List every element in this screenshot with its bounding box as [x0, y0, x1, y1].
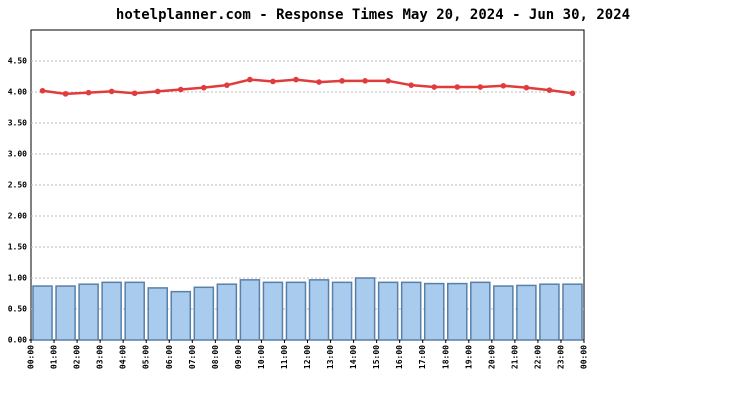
x-tick-label: 19:00 [464, 345, 473, 369]
bar [170, 290, 192, 341]
bar [147, 287, 168, 341]
x-tick-label: 20:00 [487, 345, 496, 369]
line-point [408, 82, 414, 88]
x-tick-label: 18:00 [441, 345, 450, 369]
bar [55, 285, 76, 341]
bar [331, 281, 353, 341]
bar [470, 281, 491, 341]
bar [447, 282, 468, 341]
line-point [569, 90, 576, 97]
bar [562, 283, 583, 341]
y-tick-label: 2.50 [8, 181, 27, 190]
bar [32, 285, 53, 341]
bar [377, 281, 399, 341]
y-tick-label: 4.00 [8, 88, 27, 97]
bar [354, 277, 376, 341]
line-point [362, 78, 368, 84]
bar [539, 283, 560, 341]
x-tick-label: 04:00 [119, 345, 128, 369]
x-tick-label: 23:00 [556, 345, 565, 369]
x-tick-label: 02:00 [73, 345, 82, 369]
line-point [316, 79, 322, 85]
bar [262, 281, 284, 341]
y-tick-label: 3.50 [8, 119, 27, 128]
line-point [108, 88, 115, 95]
x-tick-label: 06:00 [165, 345, 174, 369]
bar [193, 286, 215, 341]
line-point [177, 86, 184, 93]
x-tick-label: 09:00 [234, 345, 243, 369]
line-point [62, 91, 69, 97]
line-point [339, 78, 345, 84]
x-tick-label: 05:00 [142, 345, 151, 369]
bar [285, 281, 307, 341]
x-tick-label: 00:00 [580, 345, 589, 369]
y-tick-label: 2.00 [8, 212, 27, 221]
line-point [201, 84, 207, 91]
y-tick-label: 0.00 [8, 336, 27, 345]
bar [239, 279, 261, 341]
y-tick-label: 4.50 [8, 57, 27, 66]
bar [400, 281, 422, 341]
x-tick-label: 03:00 [96, 345, 105, 369]
bar [493, 285, 514, 341]
x-tick-label: 14:00 [349, 345, 358, 369]
line-point [431, 84, 438, 90]
line-point [546, 87, 553, 93]
x-tick-label: 08:00 [211, 345, 220, 369]
line-point [293, 76, 299, 83]
line-point [39, 87, 46, 94]
y-tick-label: 1.50 [8, 243, 27, 252]
x-tick-label: 13:00 [326, 345, 335, 369]
x-tick-label: 16:00 [395, 345, 404, 369]
line-point [247, 76, 253, 83]
x-tick-label: 22:00 [533, 345, 542, 369]
y-tick-label: 0.50 [8, 305, 27, 314]
y-tick-label: 3.00 [8, 150, 27, 159]
line-point [454, 84, 461, 90]
line-point [477, 84, 484, 90]
x-tick-label: 12:00 [303, 345, 312, 369]
bar [101, 281, 122, 341]
x-tick-label: 07:00 [188, 345, 197, 369]
bar [308, 279, 330, 341]
line-point [131, 90, 138, 97]
line-point [85, 89, 92, 96]
line-point [224, 82, 230, 88]
x-tick-label: 10:00 [257, 345, 266, 369]
y-tick-label: 1.00 [8, 274, 27, 283]
chart-title: hotelplanner.com - Response Times May 20… [116, 7, 630, 23]
bar [78, 283, 99, 341]
line-point [385, 78, 391, 84]
line-point [270, 78, 276, 85]
bar [216, 283, 238, 341]
x-tick-label: 21:00 [510, 345, 519, 369]
bar [423, 282, 445, 341]
x-tick-label: 17:00 [418, 345, 427, 369]
line-point [500, 83, 507, 89]
line [42, 78, 573, 96]
x-tick-label: 11:00 [280, 345, 289, 369]
x-tick-label: 01:00 [50, 345, 59, 369]
line-point [523, 84, 530, 91]
line-point [154, 88, 161, 95]
bar [124, 281, 145, 341]
x-tick-label: 15:00 [372, 345, 381, 369]
bar [516, 284, 537, 341]
x-tick-label: 00:00 [27, 345, 36, 369]
